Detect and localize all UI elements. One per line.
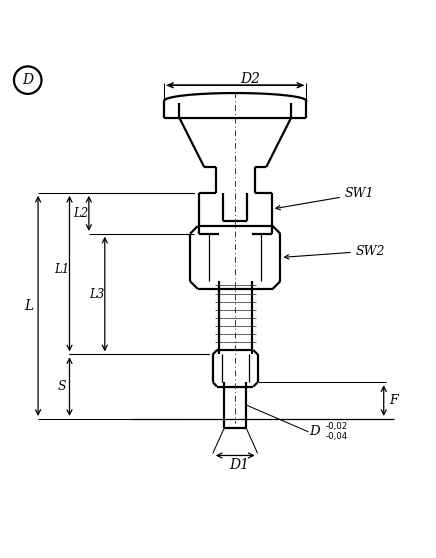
- Text: D: D: [310, 425, 320, 438]
- Text: SW2: SW2: [284, 244, 385, 259]
- Text: D1: D1: [229, 458, 249, 472]
- Text: SW1: SW1: [276, 187, 375, 210]
- Text: L2: L2: [74, 207, 89, 220]
- Text: -0,04: -0,04: [325, 432, 347, 441]
- Text: L: L: [24, 299, 33, 313]
- Text: S: S: [58, 380, 66, 393]
- Text: -0,02: -0,02: [325, 422, 347, 431]
- Text: D: D: [22, 73, 33, 87]
- Text: F: F: [389, 394, 398, 407]
- Text: L3: L3: [89, 287, 105, 301]
- Text: D2: D2: [240, 73, 260, 86]
- Text: L1: L1: [54, 263, 69, 276]
